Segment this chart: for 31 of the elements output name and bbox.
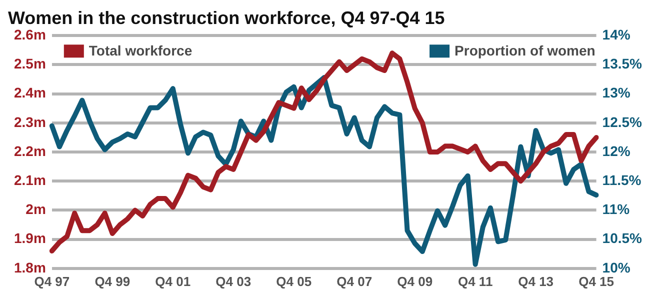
x-tick-label: Q4 03 — [216, 274, 252, 289]
y2-tick-label: 12.5% — [602, 114, 643, 130]
y2-tick-label: 10.5% — [602, 230, 643, 246]
y-tick-label: 2.2m — [14, 142, 46, 159]
x-tick-label: Q4 99 — [94, 274, 130, 289]
y2-tick-label: 11.5% — [602, 172, 642, 188]
y2-tick-label: 12% — [602, 142, 631, 159]
y-tick-label: 1.9m — [14, 230, 46, 246]
chart-title: Women in the construction workforce, Q4 97-Q4 15 — [8, 8, 445, 28]
y-tick-label: 2.1m — [14, 172, 46, 188]
legend-label: Total workforce — [88, 42, 192, 58]
y2-tick-label: 11% — [602, 201, 630, 218]
y2-tick-label: 13% — [602, 84, 631, 101]
x-tick-label: Q4 09 — [397, 274, 433, 289]
x-tick-label: Q4 97 — [34, 274, 70, 289]
y2-tick-label: 14% — [602, 26, 631, 42]
y2-tick-label: 10% — [602, 259, 631, 276]
y-tick-label: 2m — [26, 201, 46, 218]
y-tick-label: 2.4m — [14, 84, 46, 101]
x-tick-label: Q4 15 — [578, 274, 614, 289]
legend-label: Proportion of women — [454, 42, 596, 58]
x-tick-label: Q4 05 — [276, 274, 312, 289]
y-tick-label: 1.8m — [14, 259, 46, 276]
x-tick-label: Q4 13 — [518, 274, 554, 289]
x-tick-label: Q4 01 — [155, 274, 191, 289]
y-tick-label: 2.6m — [14, 26, 46, 42]
y-tick-label: 2.5m — [14, 56, 46, 72]
x-tick-label: Q4 07 — [336, 274, 372, 289]
y2-tick-label: 13.5% — [602, 56, 643, 72]
y-tick-label: 2.3m — [14, 114, 46, 130]
x-tick-label: Q4 11 — [458, 274, 493, 289]
